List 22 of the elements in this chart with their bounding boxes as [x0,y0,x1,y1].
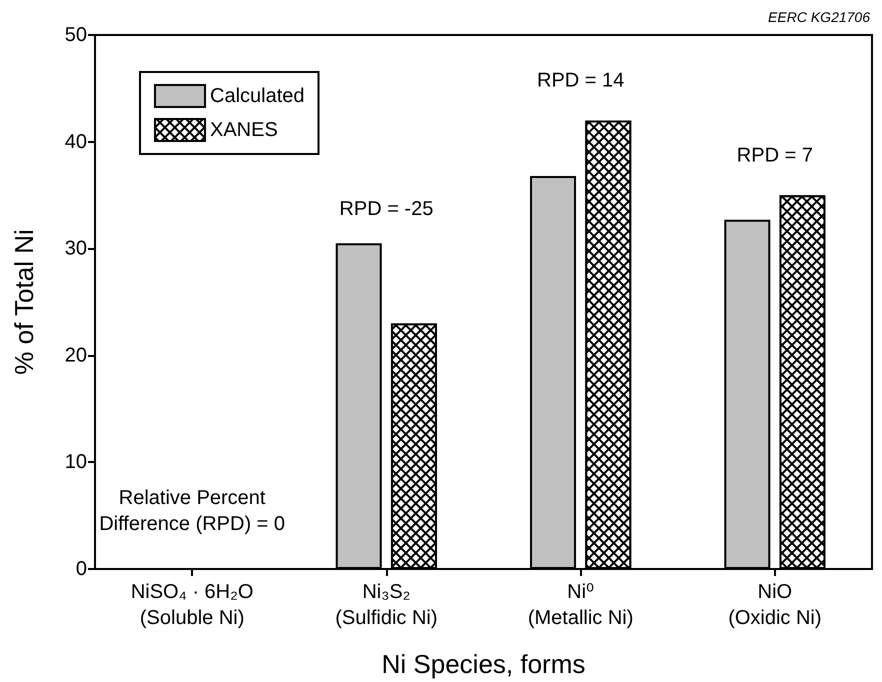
text: EERC KG21706 [768,9,870,25]
annotation: RPD = -25 [339,198,434,220]
y-tick-label: 10 [64,451,87,474]
legend-label: Calculated [210,85,305,107]
y-tick-label: 30 [64,238,87,260]
y-tick-label: 50 [64,24,87,46]
annotation: RPD = 14 [536,70,624,92]
x-axis-title: Ni Species, forms [382,649,586,679]
x-tick-label: Ni₃S₂ (Sulfidic Ni) [335,581,438,629]
annotation: RPD = 7 [736,144,813,166]
y-axis-title: % of Total Ni [9,229,39,375]
y-tick-label: 20 [64,344,87,366]
legend-label: XANES [210,119,278,141]
bar [724,220,770,569]
annotation: Relative Percent Difference (RPD) = 0 [99,486,286,535]
y-tick-label: 40 [64,130,87,153]
x-tick-label: NiO (Oxidic Ni) [728,581,822,629]
x-tick-label: Ni⁰ (Metallic Ni) [528,581,634,629]
bar [530,176,576,569]
x-tick-label: NiSO₄ · 6H₂O (Soluble Ni) [130,581,254,629]
bar [336,243,382,569]
y-tick-label: 0 [76,558,87,580]
